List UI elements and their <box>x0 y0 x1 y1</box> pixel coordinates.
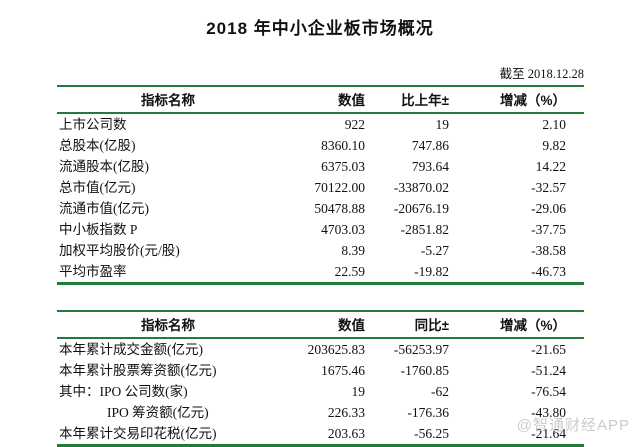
table-row: 其中：IPO 公司数(家) 19 -62 -76.54 <box>57 381 584 402</box>
row-label: 总股本(亿股) <box>59 138 136 153</box>
table2-col-value: 数值 <box>279 311 365 339</box>
row-change: -5.27 <box>420 243 449 258</box>
table-row: 流通股本(亿股) 6375.03 793.64 14.22 <box>57 156 584 177</box>
table1-header-row: 指标名称 数值 比上年± 增减（%） <box>57 86 584 114</box>
row-change: -176.36 <box>407 405 449 420</box>
table-row: IPO 筹资额(亿元) 226.33 -176.36 -43.80 <box>57 402 584 423</box>
row-value: 203625.83 <box>307 342 365 357</box>
row-value: 70122.00 <box>314 180 365 195</box>
row-change: -56253.97 <box>393 342 449 357</box>
row-label: 其中：IPO 公司数(家) <box>59 384 188 399</box>
row-label: 本年累计交易印花税(亿元) <box>59 426 217 441</box>
market-overview-table: 指标名称 数值 比上年± 增减（%） 上市公司数 922 19 2.10 总股本… <box>57 85 584 285</box>
row-value: 203.63 <box>327 426 365 441</box>
table-row: 加权平均股价(元/股) 8.39 -5.27 -38.58 <box>57 240 584 261</box>
row-pct: -37.75 <box>531 222 566 237</box>
row-pct: -21.65 <box>531 342 566 357</box>
row-change: -62 <box>431 384 449 399</box>
row-label: 流通市值(亿元) <box>59 201 149 216</box>
table-row: 总市值(亿元) 70122.00 -33870.02 -32.57 <box>57 177 584 198</box>
table-row: 中小板指数 P 4703.03 -2851.82 -37.75 <box>57 219 584 240</box>
row-value: 1675.46 <box>321 363 365 378</box>
table2-col-change: 同比± <box>365 311 449 339</box>
row-value: 22.59 <box>334 264 365 279</box>
row-pct: -46.73 <box>531 264 566 279</box>
row-value: 4703.03 <box>321 222 365 237</box>
row-label: 平均市盈率 <box>59 264 127 279</box>
row-pct: -29.06 <box>531 201 566 216</box>
table-row: 本年累计成交金额(亿元) 203625.83 -56253.97 -21.65 <box>57 338 584 360</box>
row-change: -56.25 <box>414 426 449 441</box>
watermark: @智通财经APP <box>516 417 630 434</box>
row-value: 922 <box>344 117 365 132</box>
row-change: 747.86 <box>411 138 449 153</box>
table1-col-indicator: 指标名称 <box>57 86 279 114</box>
table-row: 本年累计交易印花税(亿元) 203.63 -56.25 -21.64 <box>57 423 584 446</box>
yearly-cumulative-table: 指标名称 数值 同比± 增减（%） 本年累计成交金额(亿元) 203625.83… <box>57 310 584 447</box>
row-change: -33870.02 <box>393 180 449 195</box>
row-value: 50478.88 <box>314 201 365 216</box>
table2-header-row: 指标名称 数值 同比± 增减（%） <box>57 311 584 339</box>
table1-col-value: 数值 <box>279 86 365 114</box>
row-pct: -51.24 <box>531 363 566 378</box>
row-value: 8360.10 <box>321 138 365 153</box>
row-change: 793.64 <box>411 159 449 174</box>
row-label: 中小板指数 P <box>59 222 138 237</box>
row-pct: 9.82 <box>542 138 566 153</box>
row-change: -2851.82 <box>400 222 449 237</box>
row-pct: -43.80 <box>531 405 566 420</box>
content-area: 截至 2018.12.28 指标名称 数值 比上年± 增减（%） 上市公司数 9… <box>57 54 584 447</box>
row-pct: -38.58 <box>531 243 566 258</box>
row-pct: -32.57 <box>531 180 566 195</box>
row-change: -20676.19 <box>393 201 449 216</box>
table1-col-pct: 增减（%） <box>449 86 584 114</box>
row-label: 加权平均股价(元/股) <box>59 243 180 258</box>
table1-col-change: 比上年± <box>365 86 449 114</box>
table2-col-pct: 增减（%） <box>449 311 584 339</box>
row-change: -19.82 <box>414 264 449 279</box>
row-label: 本年累计成交金额(亿元) <box>59 342 203 357</box>
row-value: 6375.03 <box>321 159 365 174</box>
row-change: 19 <box>435 117 450 132</box>
table-row: 上市公司数 922 19 2.10 <box>57 113 584 135</box>
row-label: 总市值(亿元) <box>59 180 136 195</box>
row-label: IPO 筹资额(亿元) <box>107 405 209 420</box>
table-row: 总股本(亿股) 8360.10 747.86 9.82 <box>57 135 584 156</box>
table2-col-indicator: 指标名称 <box>57 311 279 339</box>
row-label: 流通股本(亿股) <box>59 159 149 174</box>
row-value: 8.39 <box>341 243 365 258</box>
table-row: 流通市值(亿元) 50478.88 -20676.19 -29.06 <box>57 198 584 219</box>
table-row: 本年累计股票筹资额(亿元) 1675.46 -1760.85 -51.24 <box>57 360 584 381</box>
table-row: 平均市盈率 22.59 -19.82 -46.73 <box>57 261 584 284</box>
row-pct: -76.54 <box>531 384 566 399</box>
row-pct: 14.22 <box>535 159 566 174</box>
row-change: -1760.85 <box>400 363 449 378</box>
row-label: 上市公司数 <box>59 117 127 132</box>
page-title: 2018 年中小企业板市场概况 <box>206 19 434 38</box>
row-pct: 2.10 <box>542 117 566 132</box>
row-value: 226.33 <box>327 405 365 420</box>
row-value: 19 <box>351 384 366 399</box>
row-label: 本年累计股票筹资额(亿元) <box>59 363 217 378</box>
as-of-date: 截至 2018.12.28 <box>499 67 584 81</box>
